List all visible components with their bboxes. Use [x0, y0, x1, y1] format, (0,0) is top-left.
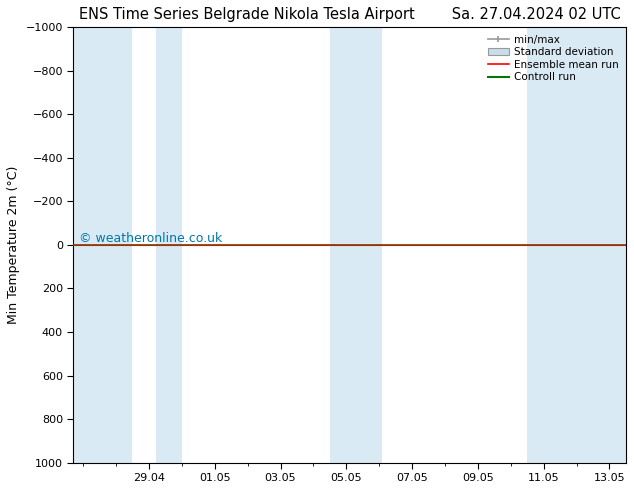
- Bar: [527, 27, 626, 463]
- Bar: [74, 27, 133, 463]
- Y-axis label: Min Temperature 2m (°C): Min Temperature 2m (°C): [7, 166, 20, 324]
- Bar: [155, 27, 182, 463]
- Legend: min/max, Standard deviation, Ensemble mean run, Controll run: min/max, Standard deviation, Ensemble me…: [486, 32, 621, 84]
- Bar: [330, 27, 382, 463]
- Title: ENS Time Series Belgrade Nikola Tesla Airport        Sa. 27.04.2024 02 UTC: ENS Time Series Belgrade Nikola Tesla Ai…: [79, 7, 621, 22]
- Text: © weatheronline.co.uk: © weatheronline.co.uk: [79, 232, 222, 245]
